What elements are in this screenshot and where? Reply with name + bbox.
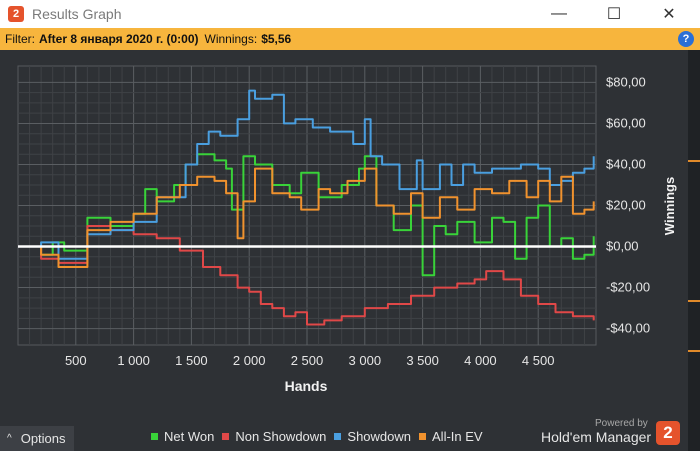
x-tick-label: 1 500 (175, 353, 208, 368)
options-label: Options (20, 431, 66, 446)
window-title: Results Graph (32, 6, 122, 22)
series-allin-ev (18, 167, 595, 268)
legend-swatch (222, 433, 230, 440)
help-icon[interactable]: ? (678, 31, 694, 47)
y-tick-label: $40,00 (606, 156, 646, 171)
y-tick-label: -$20,00 (606, 280, 650, 295)
legend-swatch (419, 433, 427, 440)
minimize-button[interactable]: — (551, 5, 567, 22)
legend-item-showdown[interactable]: Showdown (334, 429, 411, 444)
legend-label: Non Showdown (235, 429, 327, 444)
x-tick-label: 500 (65, 353, 87, 368)
series-non-showdown (18, 225, 595, 326)
x-tick-label: 3 000 (349, 353, 382, 368)
y-tick-label: $80,00 (606, 74, 646, 89)
y-tick-label: $60,00 (606, 115, 646, 130)
x-tick-label: 4 500 (522, 353, 555, 368)
options-button[interactable]: ^ Options (0, 426, 74, 451)
x-tick-label: 4 000 (464, 353, 497, 368)
y-tick-label: $0,00 (606, 239, 639, 254)
maximize-button[interactable]: ☐ (606, 6, 622, 23)
filter-bar: Filter: After 8 января 2020 г. (0:00) Wi… (0, 28, 700, 50)
brand-name: Hold'em Manager (541, 429, 652, 445)
legend-label: Showdown (347, 429, 412, 444)
x-tick-label: 2 000 (233, 353, 266, 368)
x-axis-label: Hands (285, 378, 328, 394)
x-tick-label: 2 500 (291, 353, 324, 368)
powered-by-text: Powered by (595, 418, 648, 429)
legend-swatch (334, 433, 342, 440)
y-tick-label: -$40,00 (606, 321, 650, 336)
title-bar: 2 Results Graph — ☐ ✕ (0, 0, 700, 28)
y-tick-labels: -$40,00 -$20,00 $0,00 $20,00 $40,00 $60,00 $80… (606, 74, 650, 335)
filter-value: After 8 января 2020 г. (0:00) (39, 32, 199, 46)
chart-grid (17, 65, 597, 346)
winnings-label: Winnings: (204, 32, 258, 46)
x-tick-label: 1 000 (117, 353, 150, 368)
chart-series (18, 89, 596, 326)
legend-item-allin-ev[interactable]: All-In EV (419, 429, 483, 444)
background-window-strip (688, 50, 700, 451)
series-net-won (18, 153, 595, 277)
winnings-value: $5,56 (261, 32, 292, 46)
chevron-up-icon: ^ (7, 433, 12, 444)
results-chart: 500 1 000 1 500 2 000 2 500 3 000 3 500 4 000 4 … (17, 65, 677, 394)
x-tick-labels: 500 1 000 1 500 2 000 2 500 3 000 3 500 4 000 4 … (65, 353, 555, 368)
chart-legend: Net Won Non Showdown Showdown All-In EV (151, 429, 491, 444)
legend-swatch (151, 433, 158, 440)
legend-item-net-won[interactable]: Net Won (151, 429, 214, 444)
close-button[interactable]: ✕ (662, 6, 676, 23)
legend-item-non-showdown[interactable]: Non Showdown (222, 429, 326, 444)
hm-logo-icon: 2 (656, 421, 680, 445)
filter-label: Filter: (5, 32, 35, 46)
y-axis-label: Winnings (662, 177, 677, 235)
app-logo-icon: 2 (8, 6, 24, 22)
x-tick-label: 3 500 (406, 353, 439, 368)
y-tick-label: $20,00 (606, 198, 646, 213)
legend-label: All-In EV (432, 429, 483, 444)
legend-label: Net Won (164, 429, 215, 444)
